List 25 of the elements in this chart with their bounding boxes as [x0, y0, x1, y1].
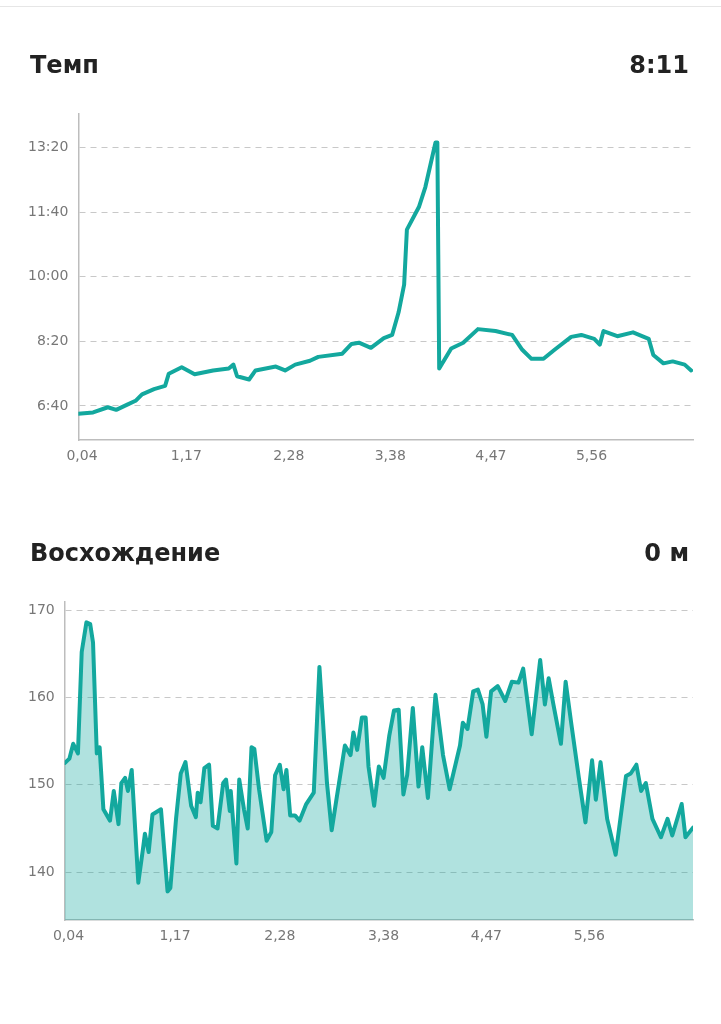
x-tick-label: 2,28 — [264, 927, 296, 944]
x-tick-label: 0,04 — [66, 447, 98, 464]
x-tick-label: 0,04 — [52, 927, 85, 944]
y-tick-label: 11:40 — [27, 202, 69, 219]
x-tick-label: 1,17 — [170, 447, 202, 464]
y-tick-label: 160 — [27, 688, 55, 705]
x-tick-label: 3,38 — [374, 447, 406, 464]
chart-subtitle: 8:11 — [629, 51, 689, 79]
chart-subtitle: 0 м — [644, 539, 689, 567]
x-tick-label: 3,38 — [367, 927, 400, 944]
y-tick-label: 140 — [27, 862, 55, 879]
x-tick-label: 5,56 — [575, 447, 608, 464]
x-tick-label: 4,47 — [470, 927, 502, 944]
y-tick-label: 13:20 — [27, 138, 69, 155]
chart-title: Восхождение — [30, 539, 221, 567]
y-tick-label: 10:00 — [27, 267, 69, 284]
x-tick-label: 5,56 — [573, 927, 605, 944]
y-tick-label: 150 — [27, 775, 55, 792]
x-tick-label: 2,28 — [273, 447, 305, 464]
y-tick-label: 8:20 — [36, 332, 69, 349]
y-tick-label: 170 — [27, 600, 55, 617]
y-tick-label: 6:40 — [36, 396, 69, 413]
x-tick-label: 4,47 — [475, 447, 507, 464]
x-tick-label: 1,17 — [159, 927, 191, 944]
chart-title: Темп — [30, 51, 99, 79]
